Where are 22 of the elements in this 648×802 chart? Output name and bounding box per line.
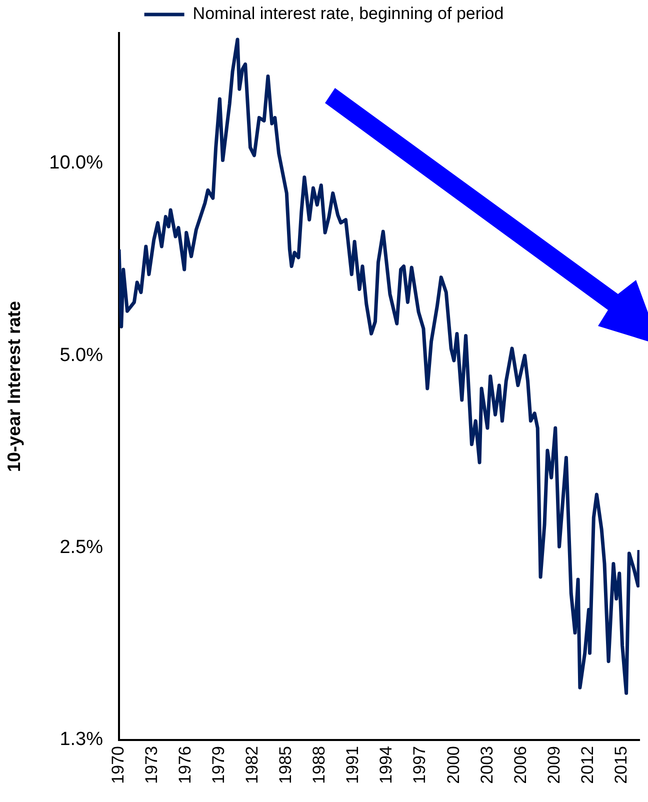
x-tick-label: 1973 <box>142 746 162 784</box>
x-tick-label: 1997 <box>410 746 430 784</box>
x-tick-label: 2003 <box>477 746 496 784</box>
x-tick-label: 1976 <box>176 746 195 784</box>
x-tick-label: 1982 <box>242 746 262 784</box>
x-tick-label: 1985 <box>276 746 296 784</box>
x-tick-label: 1991 <box>343 746 362 784</box>
legend-label: Nominal interest rate, beginning of period <box>192 4 504 24</box>
x-tick-label: 2006 <box>510 746 530 784</box>
x-tick-label: 2015 <box>611 746 630 784</box>
y-tick-label: 5.0% <box>60 344 104 366</box>
y-tick-label: 1.3% <box>60 729 104 750</box>
y-tick-label: 10.0% <box>49 152 104 174</box>
x-tick-label: 1979 <box>209 746 228 784</box>
y-tick-label: 2.5% <box>60 537 104 558</box>
x-tick-label: 2000 <box>444 746 463 784</box>
x-tick-label: 2012 <box>578 746 597 784</box>
x-tick-label: 1994 <box>376 746 396 784</box>
x-tick-label: 1970 <box>108 746 128 784</box>
x-tick-label: 2009 <box>544 746 564 784</box>
x-tick-label: 1988 <box>310 746 329 784</box>
y-axis-title: 10-year Interest rate <box>4 300 24 472</box>
